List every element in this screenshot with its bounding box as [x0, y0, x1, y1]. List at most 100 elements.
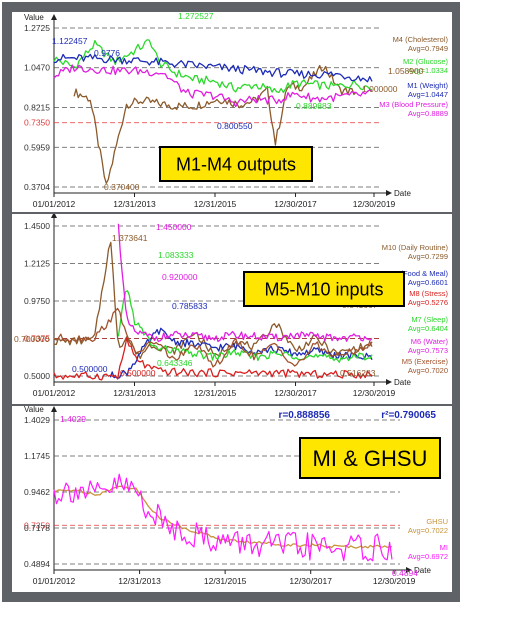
y-tick-label: 0.4894: [24, 559, 50, 569]
series-line-mi: [53, 473, 393, 562]
overlay-label-box: [243, 271, 405, 307]
data-annotation: 0.516283: [340, 368, 376, 378]
chart-panel-inputs: Date 1.4500 1.2125 0.9750 0.7375 0.5000 01/01/…: [12, 212, 452, 404]
x-tick-label: 01/01/2012: [33, 388, 76, 398]
x-tick-label: 12/31/2015: [194, 199, 237, 209]
y-tick-label: 1.2125: [24, 259, 50, 269]
data-annotation: 1.373641: [112, 233, 148, 243]
data-annotation: 0.4894: [392, 568, 418, 578]
x-tick-label: 12/31/2013: [113, 388, 156, 398]
legend-avg: Avg=0.7949: [408, 44, 448, 53]
overlay-label-box: [299, 437, 441, 479]
legend-avg: Avg=0.5276: [408, 298, 448, 307]
data-annotation: 0.785833: [172, 301, 208, 311]
series-line-m10: [53, 241, 373, 360]
legend-avg: Avg=0.6972: [408, 552, 448, 561]
data-annotation: 1.450000: [156, 222, 192, 232]
y-axis-arrow: [51, 14, 57, 20]
x-tick-label: 12/30/2017: [289, 576, 332, 586]
data-annotation: 1.272527: [178, 12, 214, 21]
legend-avg: Avg=0.6404: [408, 324, 448, 333]
legend-avg: Avg=0.7573: [408, 346, 448, 355]
data-annotation: 0.800550: [217, 121, 253, 131]
chart-inputs: Date 1.4500 1.2125 0.9750 0.7375 0.5000 01/01/…: [14, 212, 449, 398]
legend-avg: Avg=0.6601: [408, 278, 448, 287]
overlay-label-box: [159, 146, 313, 182]
data-annotation: 0.9776: [94, 48, 120, 58]
chart-panel-outputs: Value Date 1.2725 1.0470 0.8215 0.7350 0.5959 0…: [12, 11, 452, 212]
y-axis-arrow: [51, 406, 57, 412]
legend-entry: M7 (Sleep): [411, 315, 448, 324]
y-tick-label: 1.0470: [24, 63, 50, 73]
legend-entry: M5 (Exercise): [402, 357, 449, 366]
chart-outputs: Value Date 1.2725 1.0470 0.8215 0.7350 0.5959 0…: [24, 11, 449, 209]
overlay-label-text: MI & GHSU: [313, 446, 428, 471]
legend-entry: M3 (Blood Pressure): [379, 100, 448, 109]
y-axis-label: Value: [24, 406, 44, 414]
series-line-m6: [117, 223, 373, 343]
legend-entry: M1 (Weight): [407, 81, 448, 90]
y-tick-label: 0.7375: [24, 334, 50, 344]
y-tick-label: 0.7350: [24, 520, 50, 530]
data-annotation: 0.500000: [72, 364, 108, 374]
overlay-label-text: M1-M4 outputs: [176, 154, 296, 174]
legend-entry: M8 (Stress): [409, 289, 448, 298]
series-line-m5: [53, 307, 373, 368]
y-tick-label: 1.1745: [24, 451, 50, 461]
stat-r2: r²=0.790065: [381, 410, 436, 421]
x-tick-label: 12/30/2019: [353, 388, 396, 398]
x-axis-label: Date: [394, 189, 411, 198]
y-tick-label: 0.3704: [24, 182, 50, 192]
y-tick-label: 0.9462: [24, 487, 50, 497]
x-axis-arrow: [406, 567, 412, 573]
y-tick-label: 1.4029: [24, 415, 50, 425]
data-annotation: 0.889883: [296, 101, 332, 111]
series-line-ghsu: [53, 485, 393, 549]
data-annotation: 0.500000: [120, 368, 156, 378]
x-tick-label: 01/01/2012: [33, 576, 76, 586]
x-tick-label: 12/30/2019: [353, 199, 396, 209]
series-line-m1: [53, 53, 373, 83]
series-line-m8: [53, 337, 373, 381]
legend-entry: M10 (Daily Routine): [382, 243, 449, 252]
x-axis-label: Date: [414, 566, 431, 575]
x-axis-arrow: [386, 379, 392, 385]
data-annotation: 0.700000: [14, 334, 50, 344]
chart-panel-mi-ghsu: Value Date 1.4029 1.1745 0.9462 0.7350 0.7178 0…: [12, 405, 452, 592]
y-tick-label: 0.9750: [24, 296, 50, 306]
y-tick-label: 0.5959: [24, 142, 50, 152]
legend-entry: M2 (Glucose): [403, 57, 449, 66]
y-tick-label: 1.2725: [24, 23, 50, 33]
x-tick-label: 12/30/2017: [274, 199, 317, 209]
legend-entry: M4 (Cholesterol): [393, 35, 449, 44]
data-annotation: 1.122457: [52, 36, 88, 46]
figure-frame: Value Date 1.2725 1.0470 0.8215 0.7350 0.5959 0…: [2, 2, 460, 602]
legend-avg: Avg=1.0334: [408, 66, 448, 75]
data-annotation: 0.643346: [157, 358, 193, 368]
data-annotation: 1.000000: [362, 84, 398, 94]
x-tick-label: 12/30/2017: [274, 388, 317, 398]
y-tick-label: 0.8215: [24, 102, 50, 112]
series-line-m4: [73, 64, 357, 184]
x-axis-label: Date: [394, 378, 411, 387]
x-tick-label: 12/31/2013: [118, 576, 161, 586]
x-tick-label: 01/01/2012: [33, 199, 76, 209]
stat-r: r=0.888856: [279, 410, 331, 421]
x-tick-label: 12/31/2015: [194, 388, 237, 398]
legend-entry: GHSU: [426, 517, 448, 526]
x-axis-arrow: [386, 190, 392, 196]
data-annotation: 0.920000: [162, 272, 198, 282]
y-axis-arrow: [51, 212, 57, 218]
y-axis-label: Value: [24, 13, 44, 22]
y-tick-label: 0.7178: [24, 523, 50, 533]
legend-avg: Avg=0.7020: [408, 366, 448, 375]
x-tick-label: 12/30/2019: [373, 576, 416, 586]
x-tick-label: 12/31/2015: [204, 576, 247, 586]
x-tick-label: 12/31/2013: [113, 199, 156, 209]
legend-avg: Avg=0.7299: [408, 252, 448, 261]
y-tick-label: 1.4500: [24, 221, 50, 231]
legend-entry: M6 (Water): [411, 337, 449, 346]
data-annotation: 1.058900: [388, 66, 424, 76]
series-line-m3: [53, 64, 373, 108]
